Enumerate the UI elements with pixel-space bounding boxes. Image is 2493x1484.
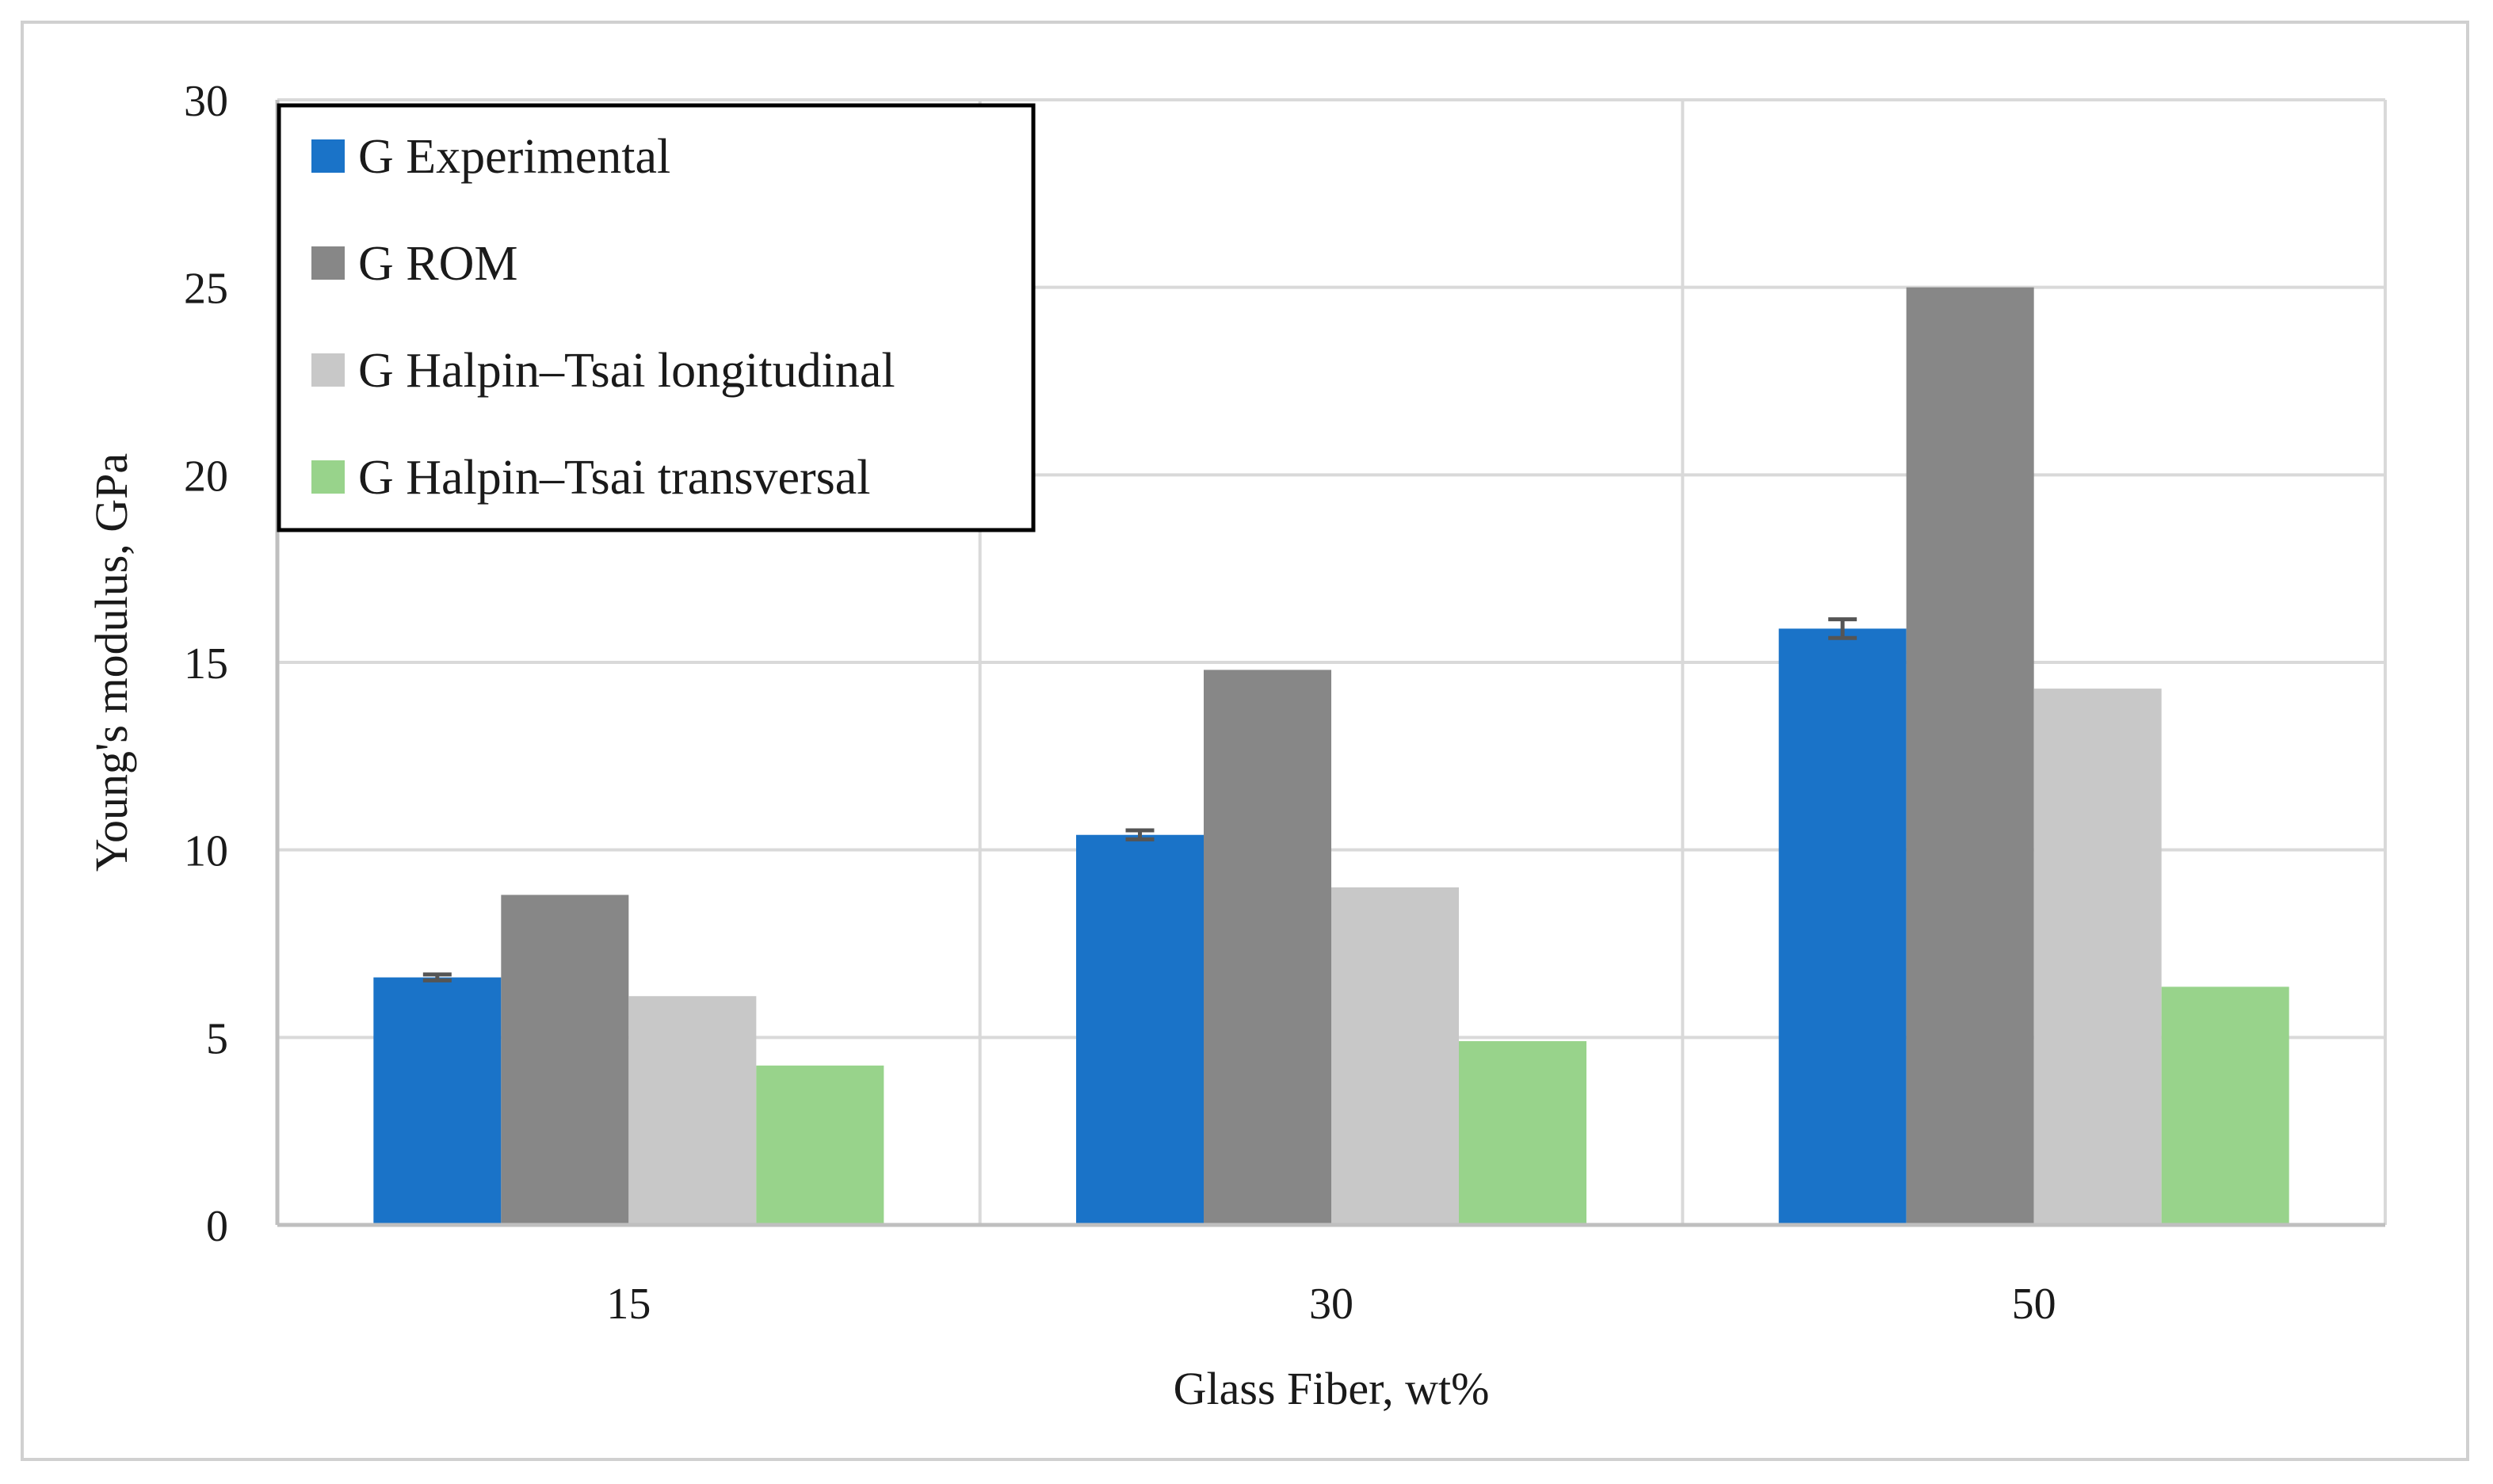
x-tick-label: 50	[2012, 1280, 2056, 1329]
legend-label: G Experimental	[358, 130, 670, 184]
y-axis-title: Young's modulus, GPa	[86, 453, 137, 872]
bar	[501, 895, 629, 1225]
y-tick-label: 30	[184, 77, 228, 126]
bar	[1331, 887, 1459, 1225]
bar	[2033, 689, 2162, 1225]
labels-layer: 0 5 10 15 20 25 30 15 30 50	[184, 77, 2056, 1329]
bar	[628, 996, 757, 1225]
y-tick-label: 20	[184, 452, 228, 501]
legend-swatch	[311, 353, 345, 387]
bar	[1906, 287, 2034, 1226]
legend-label: G ROM	[358, 237, 518, 291]
bar	[1076, 834, 1204, 1225]
bar	[1778, 628, 1907, 1225]
bar	[1459, 1041, 1586, 1225]
y-tick-label: 25	[184, 265, 228, 314]
legend-label: G Halpin–Tsai longitudinal	[358, 344, 895, 398]
legend-swatch	[311, 246, 345, 280]
y-tick-label: 0	[206, 1202, 228, 1251]
legend-swatch	[311, 460, 345, 494]
bar	[756, 1065, 884, 1225]
legend-swatch	[311, 139, 345, 173]
legend-label: G Halpin–Tsai transversal	[358, 451, 871, 505]
y-tick-label: 5	[206, 1014, 228, 1063]
x-tick-label: 30	[1309, 1280, 1353, 1329]
x-axis-title: Glass Fiber, wt%	[1174, 1363, 1490, 1414]
bar	[1204, 670, 1331, 1225]
bar	[373, 977, 502, 1225]
y-tick-label: 15	[184, 639, 228, 689]
legend: G Experimental G ROM G Halpin–Tsai longitu…	[277, 103, 1036, 532]
bars-layer	[373, 287, 2289, 1226]
y-tick-label: 10	[184, 827, 228, 876]
legend-box	[277, 103, 1036, 532]
x-tick-label: 15	[606, 1280, 651, 1329]
bar	[2161, 986, 2289, 1225]
